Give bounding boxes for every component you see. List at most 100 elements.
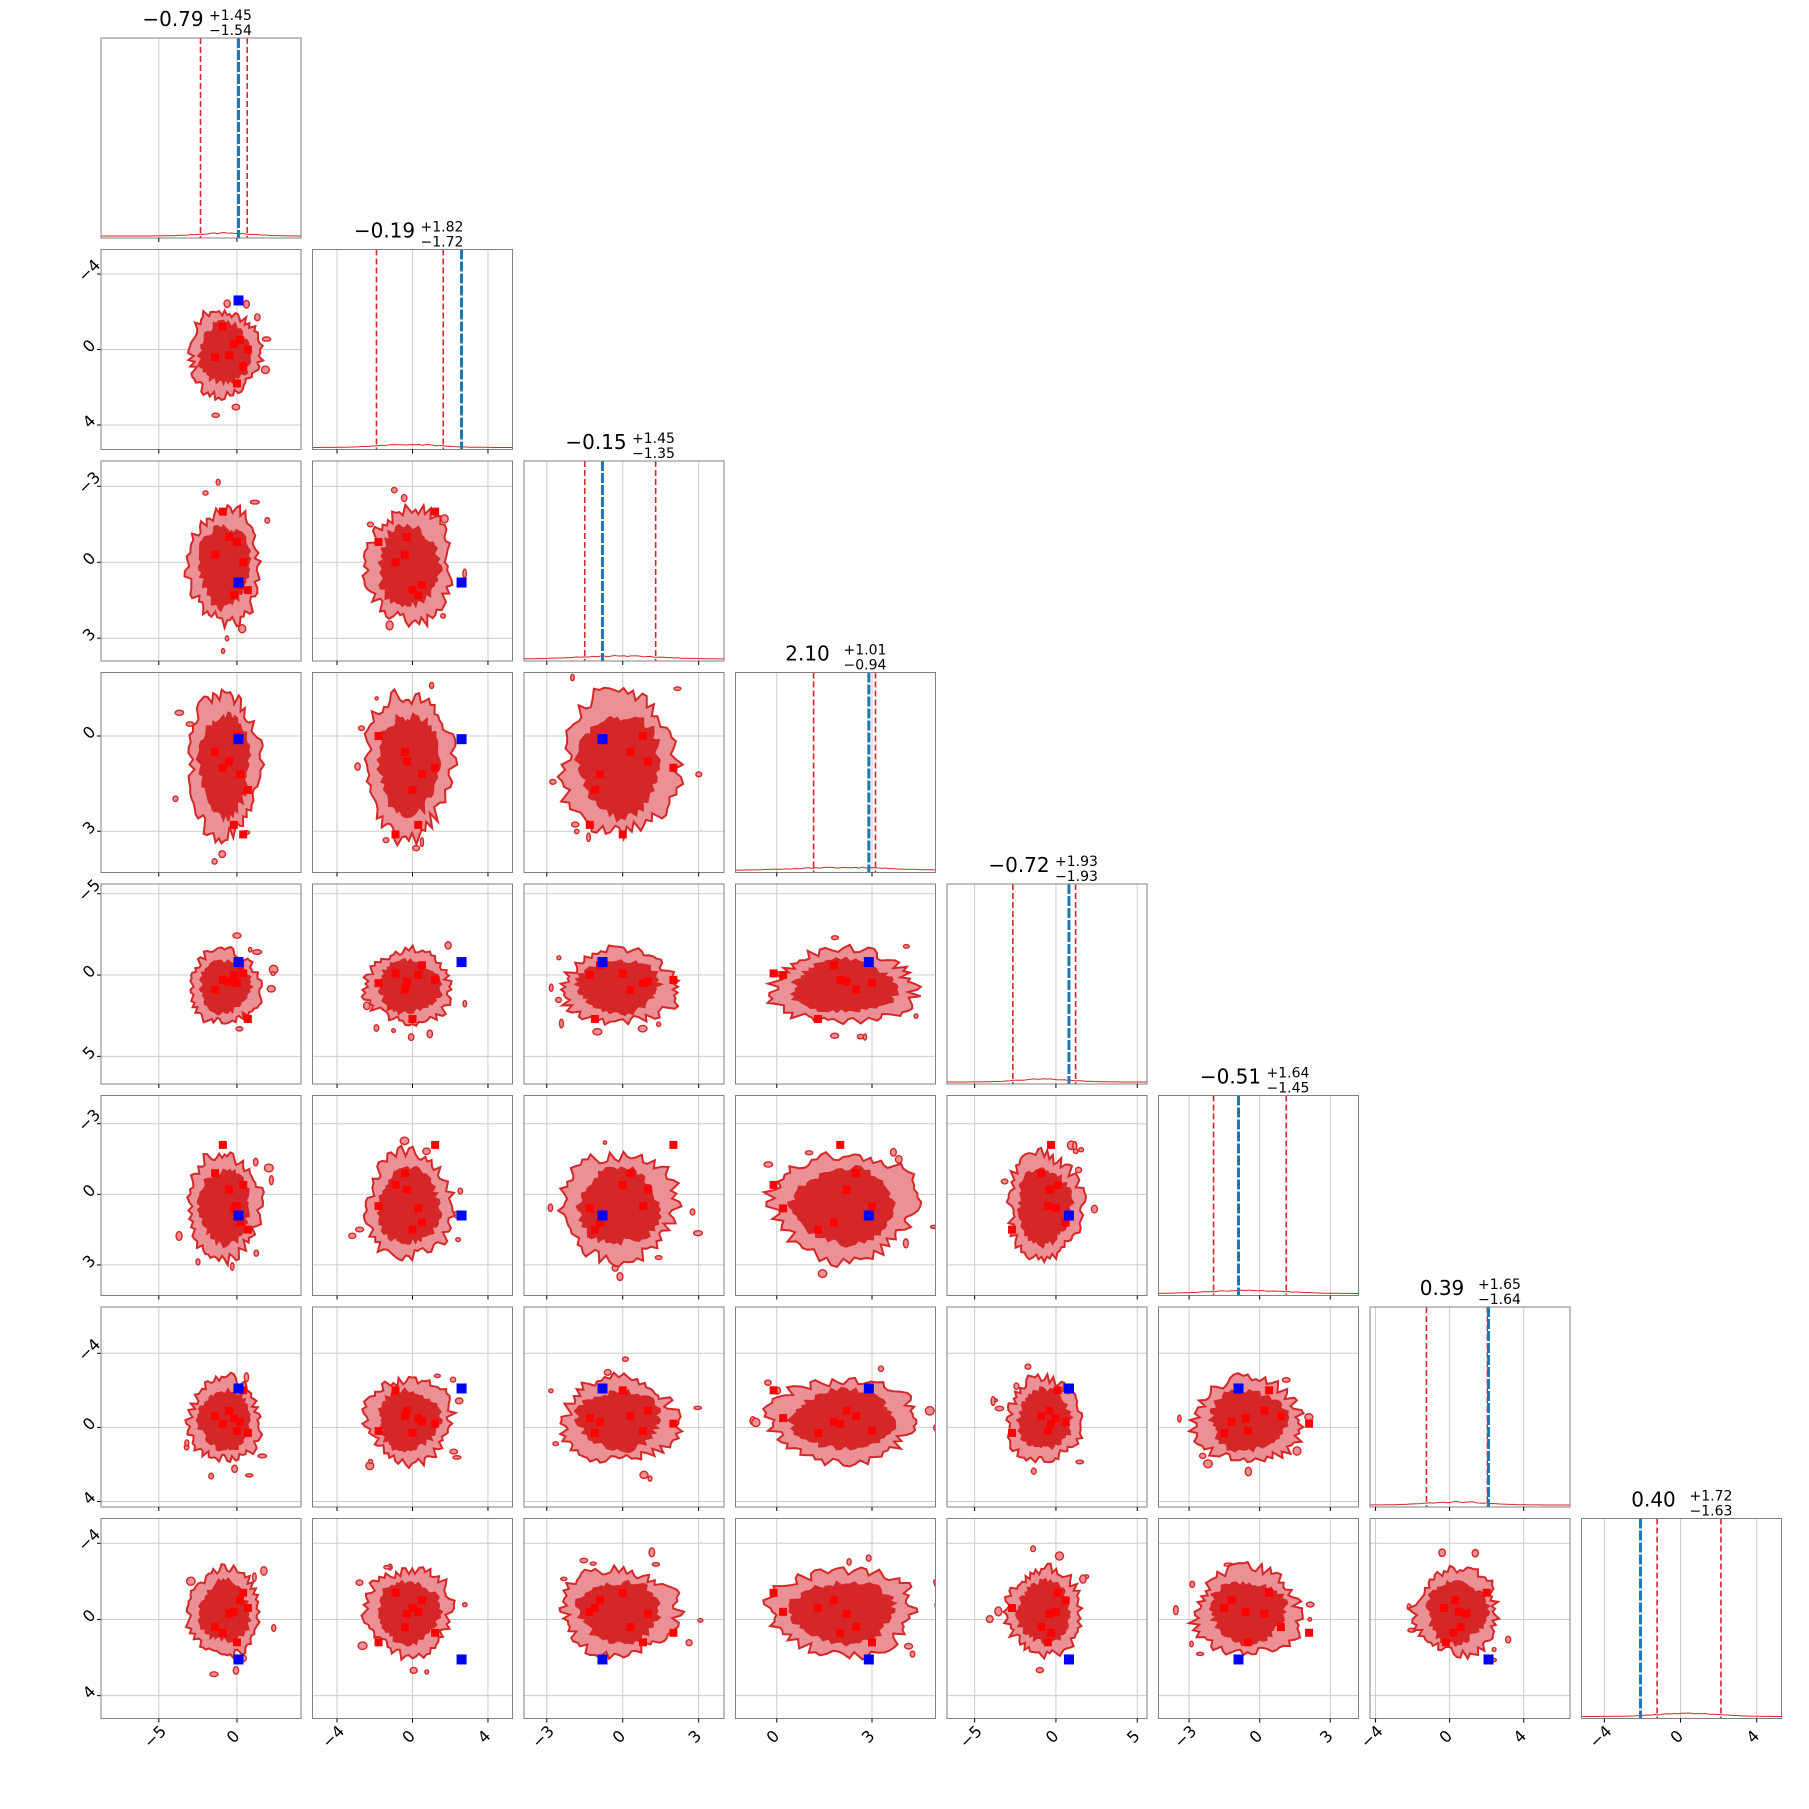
panel-content <box>735 1518 936 1719</box>
contour-island <box>573 828 580 835</box>
sample-point <box>814 1604 823 1613</box>
contour-island <box>804 1150 814 1156</box>
sample-point <box>868 1202 877 1211</box>
contour-island <box>673 686 682 692</box>
panel-frame <box>523 883 725 1085</box>
contour-island <box>692 1229 704 1237</box>
sample-point <box>585 1204 594 1213</box>
panel-title: −0.19 <box>354 219 415 243</box>
title-upper-error: +1.64 <box>1267 1066 1310 1082</box>
panel-content <box>312 1095 513 1296</box>
title-lower-error: −1.35 <box>632 446 675 462</box>
truth-point <box>233 1210 244 1221</box>
sample-point <box>814 1014 823 1023</box>
contour-island <box>1189 1640 1194 1648</box>
contour-island <box>589 1561 597 1566</box>
contour-island <box>348 1232 357 1240</box>
sample-point <box>585 820 594 829</box>
panel-content <box>947 1307 1147 1507</box>
contour-island <box>454 1397 464 1405</box>
sample-point <box>638 1427 647 1436</box>
contour-island <box>231 1464 239 1474</box>
sample-point <box>402 1609 411 1618</box>
sample-point <box>1051 1607 1060 1616</box>
histogram-line <box>1158 1289 1359 1294</box>
sample-point <box>408 1428 417 1437</box>
sample-point <box>402 1185 411 1194</box>
truth-point <box>456 577 467 588</box>
contour-island <box>208 1472 215 1480</box>
sample-point <box>1451 1596 1460 1605</box>
contour-island <box>252 1157 259 1167</box>
sample-point <box>243 785 252 794</box>
panel-0-0: −0.79 +1.45−1.54 <box>100 7 302 242</box>
contour-island <box>548 983 554 993</box>
panel-3-2 <box>523 672 725 877</box>
sample-point <box>868 1638 877 1647</box>
panel-frame <box>1158 1095 1359 1296</box>
panel-title: 0.40 <box>1631 1488 1676 1512</box>
contour-island <box>175 1230 183 1242</box>
sample-point <box>590 1604 599 1613</box>
panel-frame <box>100 37 302 239</box>
sample-point <box>400 985 409 994</box>
sample-point <box>232 1638 241 1647</box>
sample-point <box>218 507 227 516</box>
sample-point <box>769 1180 778 1189</box>
panel-1-0: 40−4 <box>74 249 302 454</box>
sample-point <box>868 1427 877 1436</box>
contour-island <box>695 771 703 778</box>
sample-point <box>243 1225 252 1234</box>
panel-frame <box>946 1306 1148 1508</box>
contour-island <box>990 1396 996 1407</box>
sample-point <box>1008 1428 1017 1437</box>
contour-inner <box>377 523 444 609</box>
sample-point <box>1061 1596 1070 1605</box>
sample-point <box>225 1609 234 1618</box>
panel-frame <box>946 1095 1148 1296</box>
contour-island <box>424 1669 430 1675</box>
sample-point <box>1037 1623 1046 1632</box>
sample-point <box>836 1419 845 1428</box>
title-lower-error: −1.45 <box>1267 1081 1310 1097</box>
sample-point <box>1047 1628 1056 1637</box>
sample-point <box>225 1185 234 1194</box>
sample-point <box>243 1014 252 1023</box>
sample-point <box>431 763 440 772</box>
panel-frame <box>1369 1306 1571 1508</box>
contour-island <box>260 1565 268 1576</box>
sample-point <box>618 969 627 978</box>
sample-point <box>391 1180 400 1189</box>
sample-point <box>1045 1406 1054 1415</box>
truth-point <box>233 577 244 588</box>
panel-frame <box>100 1518 302 1719</box>
contour-island <box>202 490 209 496</box>
contour-island <box>569 673 575 682</box>
sample-point <box>1241 1414 1250 1423</box>
sample-point <box>417 961 426 970</box>
sample-point <box>595 1417 604 1426</box>
contour-island <box>1013 1382 1020 1391</box>
contour-island <box>1195 1651 1205 1657</box>
sample-point <box>232 538 241 547</box>
panel-content <box>312 249 513 450</box>
truth-point <box>863 957 874 968</box>
panel-frame <box>523 1306 725 1508</box>
contour-inner <box>196 1168 250 1248</box>
sample-point <box>232 979 241 988</box>
contour-island <box>651 1561 661 1567</box>
sample-point <box>829 1218 838 1227</box>
truth-point <box>1063 1210 1074 1221</box>
panel-frame <box>1581 1518 1782 1719</box>
sample-point <box>814 1225 823 1234</box>
panel-5-4 <box>946 1095 1148 1300</box>
sample-point <box>391 1588 400 1597</box>
histogram-line <box>101 231 301 237</box>
contour-island <box>215 478 221 486</box>
contour-island <box>235 1026 244 1032</box>
contour-island <box>554 996 563 1004</box>
sample-point <box>239 362 248 371</box>
sample-point <box>402 977 411 986</box>
sample-point <box>626 1169 635 1178</box>
